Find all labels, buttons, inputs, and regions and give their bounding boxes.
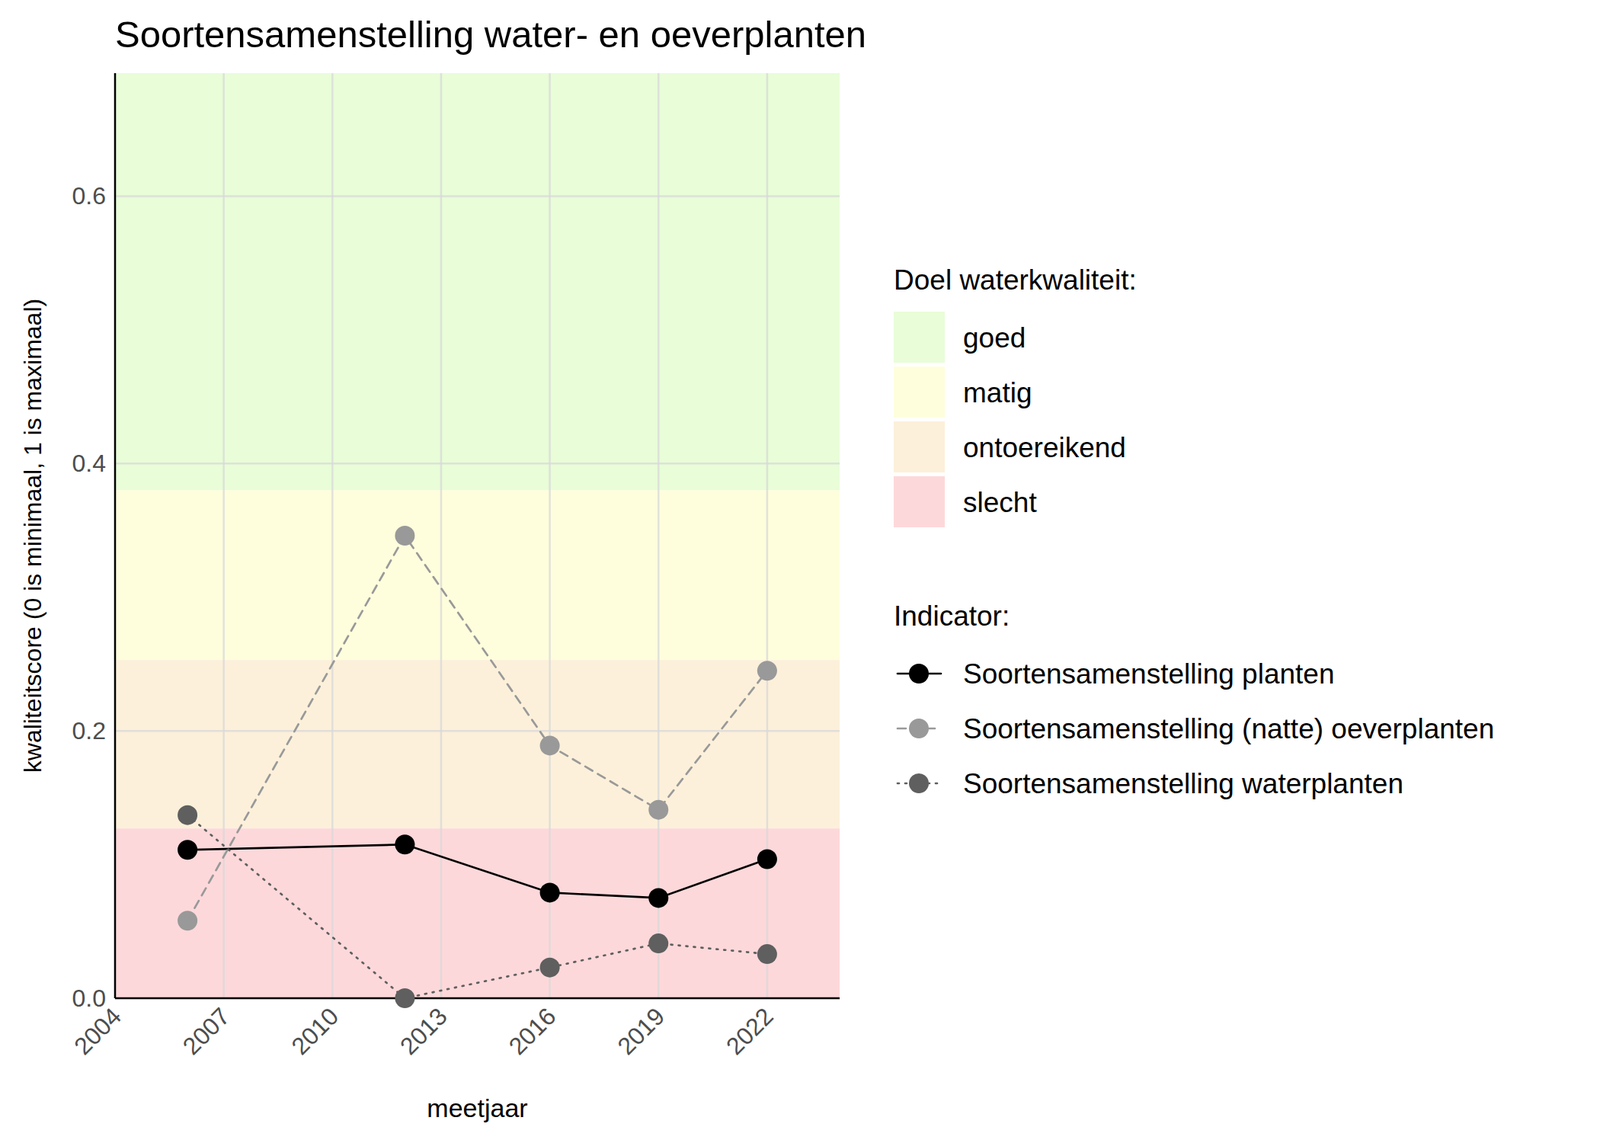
legend-label: Soortensamenstelling (natte) oeverplante… <box>963 713 1495 745</box>
y-tick-label: 0.6 <box>72 182 106 210</box>
x-tick-label: 2007 <box>177 1001 236 1060</box>
x-tick-label: 2019 <box>611 1001 670 1060</box>
series-line <box>187 535 768 921</box>
series-point <box>394 834 415 855</box>
grid-line <box>222 73 225 999</box>
legend-label: ontoereikend <box>963 432 1127 464</box>
series-point <box>177 839 198 860</box>
grid-line <box>657 73 660 999</box>
x-axis-line <box>115 997 840 1000</box>
series-line <box>187 815 768 999</box>
legend-label: matig <box>963 377 1032 409</box>
x-tick-label: 2010 <box>285 1001 344 1060</box>
series-point <box>540 957 560 978</box>
legend-swatch <box>893 421 945 473</box>
y-tick-label: 0.2 <box>72 716 106 745</box>
series-point <box>394 525 415 546</box>
plot-data <box>177 525 778 1008</box>
y-axis-line <box>114 73 117 999</box>
grid-line <box>114 73 117 999</box>
series-line <box>187 844 768 898</box>
title: Soortensamenstelling water- en oeverplan… <box>115 13 867 55</box>
series-point <box>648 800 669 820</box>
legend-label: Soortensamenstelling waterplanten <box>963 768 1404 800</box>
series-point <box>757 849 778 870</box>
legend-marker <box>908 663 929 684</box>
grid-line <box>331 73 334 999</box>
x-tick-label: 2013 <box>394 1001 453 1060</box>
legend-swatch <box>893 366 945 418</box>
legend-title: Indicator: <box>893 600 1010 632</box>
y-tick-label: 0.4 <box>72 449 106 477</box>
legend-label: slecht <box>963 486 1037 519</box>
legend-marker <box>908 718 929 739</box>
legend-swatch <box>893 476 945 528</box>
legend-marker <box>908 773 929 794</box>
series-point <box>540 882 560 903</box>
series-point <box>757 660 778 681</box>
series-point <box>177 805 198 826</box>
legend-swatch <box>893 311 945 363</box>
y-axis-title: kwaliteitscore (0 is minimaal, 1 is maxi… <box>19 298 47 773</box>
x-axis-title: meetjaar <box>426 1093 528 1123</box>
chart: 0.00.20.40.62004200720102013201620192022… <box>0 0 1600 1143</box>
series-point <box>394 988 415 1008</box>
x-tick-label: 2022 <box>720 1001 779 1060</box>
x-tick-label: 2004 <box>68 1001 127 1060</box>
grid-line <box>440 73 443 999</box>
series-point <box>177 910 198 931</box>
series-point <box>648 887 669 908</box>
grid <box>115 73 840 999</box>
legend-label: goed <box>963 322 1026 354</box>
series-point <box>757 944 778 964</box>
x-tick-label: 2016 <box>503 1001 562 1060</box>
grid-line <box>548 73 551 999</box>
legend-title: Doel waterkwaliteit: <box>893 264 1137 296</box>
bands <box>115 73 840 999</box>
grid-line <box>115 997 840 1000</box>
series-point <box>540 735 560 756</box>
legend-label: Soortensamenstelling planten <box>963 658 1335 690</box>
series-point <box>648 933 669 954</box>
